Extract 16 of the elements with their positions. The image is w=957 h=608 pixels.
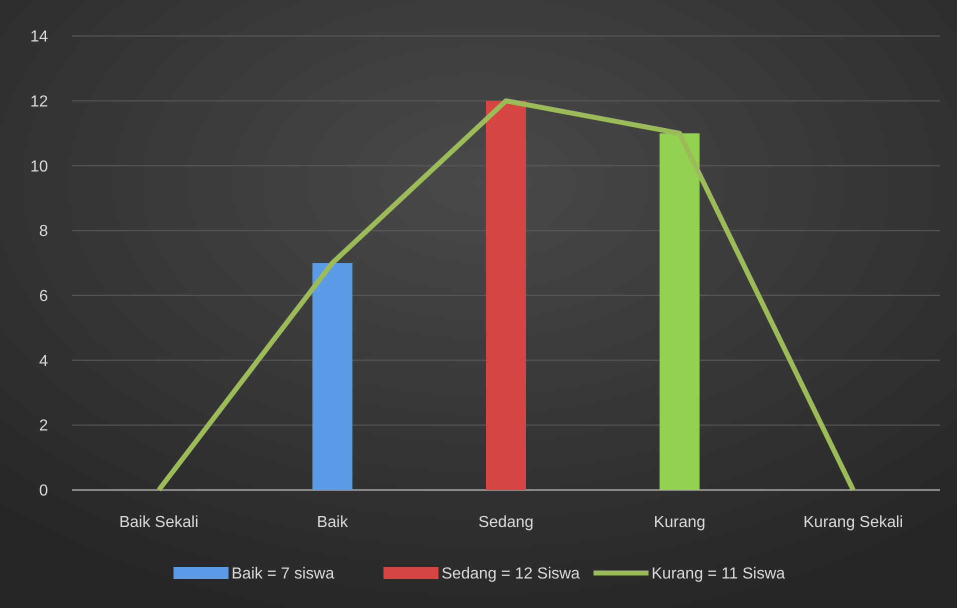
y-tick-label: 12 (30, 93, 48, 110)
x-tick-label: Sedang (478, 514, 534, 531)
legend-label: Kurang = 11 Siswa (652, 566, 786, 583)
x-tick-label: Baik (316, 514, 349, 531)
y-tick-label: 6 (39, 288, 48, 306)
y-tick-label: 0 (39, 482, 48, 500)
y-tick-label: 10 (30, 158, 48, 176)
y-tick-label: 2 (39, 418, 48, 435)
legend-label: Baik = 7 siswa (232, 566, 334, 583)
y-tick-label: 14 (30, 28, 48, 46)
x-tick-label: Kurang Sekali (803, 514, 904, 531)
legend-label: Sedang = 12 Siswa (442, 566, 580, 583)
x-tick-label: Baik Sekali (119, 514, 198, 531)
y-tick-label: 4 (39, 352, 48, 370)
y-tick-label: 8 (39, 223, 48, 240)
x-tick-label: Kurang (654, 514, 706, 531)
